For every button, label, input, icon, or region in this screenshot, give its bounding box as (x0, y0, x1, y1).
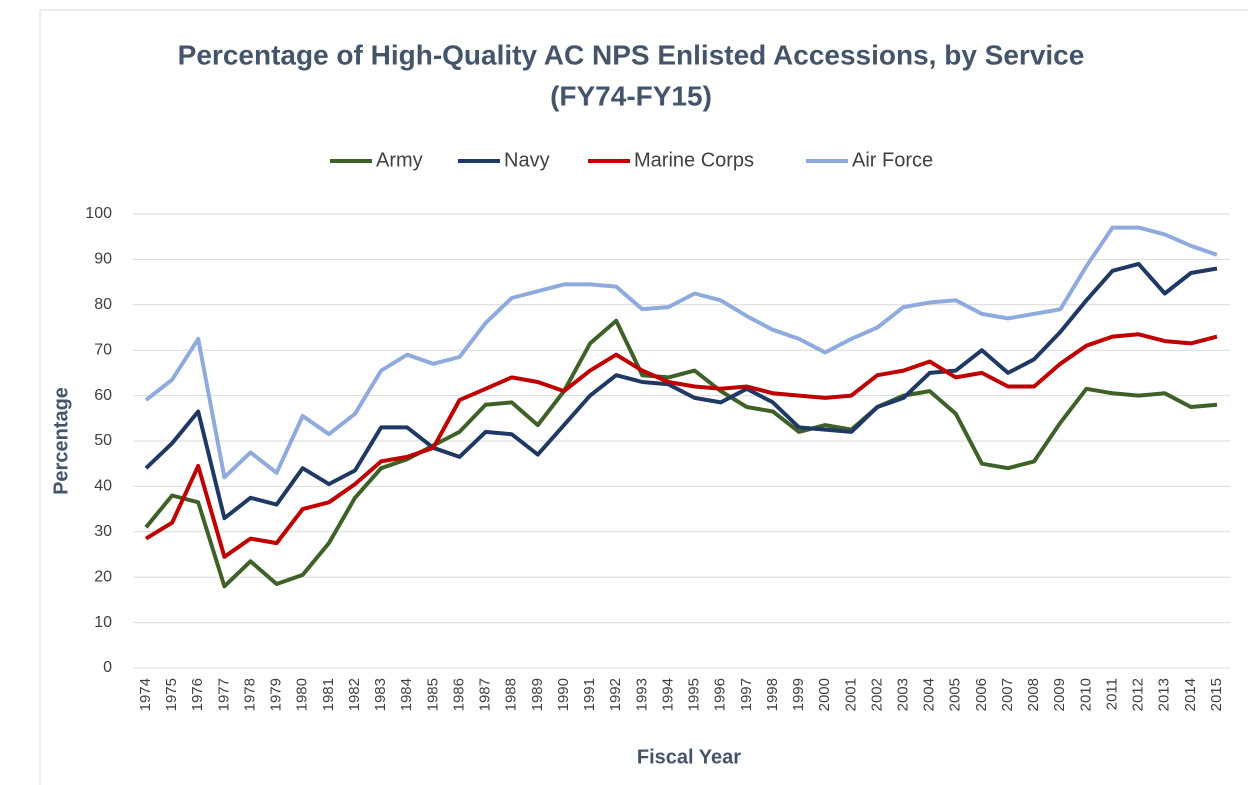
x-tick-label: 1983 (372, 678, 389, 711)
x-tick-label: 2001 (842, 678, 859, 711)
x-tick-label: 1995 (686, 678, 703, 711)
x-tick-label: 1998 (764, 678, 781, 711)
y-tick-label: 60 (94, 387, 112, 404)
x-tick-label: 1999 (790, 678, 807, 711)
x-tick-label: 2004 (921, 678, 938, 711)
y-tick-label: 0 (103, 659, 112, 676)
chart-title: Percentage of High-Quality AC NPS Enlist… (178, 39, 1085, 70)
x-tick-label: 1979 (268, 678, 285, 711)
x-tick-label: 1990 (555, 678, 572, 711)
x-tick-label: 1993 (633, 678, 650, 711)
x-tick-label: 1974 (137, 678, 154, 711)
x-tick-label: 2002 (868, 678, 885, 711)
y-tick-label: 50 (94, 432, 112, 449)
x-tick-label: 1992 (607, 678, 624, 711)
series-line (144, 261, 1218, 521)
x-tick-label: 1994 (659, 678, 676, 711)
x-tick-label: 1982 (346, 678, 363, 711)
y-tick-label: 80 (94, 296, 112, 313)
y-tick-label: 70 (94, 341, 112, 358)
legend-label: Marine Corps (634, 149, 754, 171)
y-tick-label: 30 (94, 523, 112, 540)
chart-title: (FY74-FY15) (550, 80, 712, 111)
x-tick-label: 2012 (1130, 678, 1147, 711)
y-tick-label: 100 (85, 205, 112, 222)
x-tick-label: 2014 (1182, 678, 1199, 711)
x-tick-label: 1991 (581, 678, 598, 711)
x-tick-label: 1988 (503, 678, 520, 711)
series-line (144, 332, 1218, 559)
x-tick-label: 1997 (738, 678, 755, 711)
series-line (144, 318, 1218, 589)
x-axis-label: Fiscal Year (637, 746, 741, 768)
y-tick-label: 90 (94, 251, 112, 268)
y-tick-label: 10 (94, 614, 112, 631)
x-tick-label: 2013 (1156, 678, 1173, 711)
x-tick-label: 2007 (999, 678, 1016, 711)
x-tick-label: 1977 (215, 678, 232, 711)
x-tick-label: 1976 (189, 678, 206, 711)
x-tick-label: 2008 (1025, 678, 1042, 711)
x-tick-label: 1980 (294, 678, 311, 711)
x-tick-label: 1984 (398, 678, 415, 711)
x-tick-label: 2000 (816, 678, 833, 711)
legend-label: Navy (504, 149, 550, 171)
x-tick-label: 1989 (529, 678, 546, 711)
x-tick-label: 2006 (973, 678, 990, 711)
x-tick-label: 1986 (450, 678, 467, 711)
x-tick-label: 1996 (712, 678, 729, 711)
legend-label: Air Force (852, 149, 933, 171)
legend-label: Army (376, 149, 423, 171)
y-axis-label: Percentage (50, 387, 72, 495)
x-tick-label: 2003 (895, 678, 912, 711)
y-tick-label: 40 (94, 478, 112, 495)
x-tick-label: 2009 (1051, 678, 1068, 711)
x-tick-label: 1981 (320, 678, 337, 711)
x-tick-label: 1978 (241, 678, 258, 711)
x-tick-label: 2005 (947, 678, 964, 711)
x-tick-label: 2010 (1077, 678, 1094, 711)
x-tick-label: 2015 (1208, 678, 1225, 711)
x-tick-label: 1975 (163, 678, 180, 711)
x-tick-label: 1987 (477, 678, 494, 711)
series-line (144, 225, 1218, 480)
y-tick-label: 20 (94, 568, 112, 585)
x-tick-label: 2011 (1103, 678, 1120, 710)
x-tick-label: 1985 (424, 678, 441, 711)
